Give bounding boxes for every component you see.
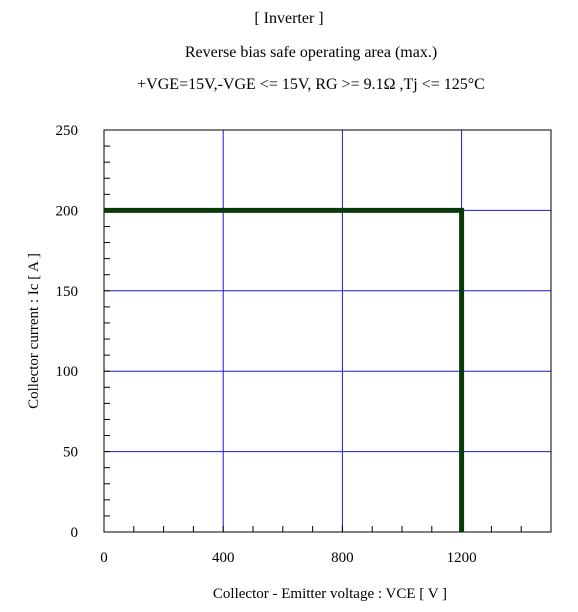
x-tick-label: 1200 (447, 550, 477, 566)
x-tick-label: 0 (100, 550, 108, 566)
chart-title-block: [ Inverter ] Reverse bias safe operating… (0, 0, 578, 110)
y-tick-label: 200 (56, 203, 79, 219)
y-tick-label: 0 (71, 525, 79, 541)
x-tick-labels: 0 400 800 1200 (100, 550, 476, 566)
x-tick-label: 400 (212, 550, 235, 566)
chart-subtitle: Reverse bias safe operating area (max.) (184, 44, 438, 61)
grid-lines (104, 130, 551, 532)
series-line (104, 207, 465, 532)
y-tick-labels: 0 50 100 150 200 250 (56, 123, 79, 541)
y-tick-label: 150 (56, 284, 79, 300)
y-axis-label: Collector current : Ic [ A ] (26, 253, 42, 409)
plot-frame (103, 129, 552, 533)
x-axis-label: Collector - Emitter voltage : VCE [ V ] (213, 586, 447, 602)
chart-title: [ Inverter ] (254, 10, 324, 27)
chart-conditions: +VGE=15V,-VGE <= 15V, RG >= 9.1Ω ,Tj <= … (137, 76, 485, 93)
y-tick-label: 50 (63, 445, 78, 461)
minor-ticks (104, 145, 522, 532)
y-tick-label: 100 (56, 364, 79, 380)
y-tick-label: 250 (56, 123, 79, 139)
series-layer (104, 207, 465, 532)
x-tick-label: 800 (331, 550, 354, 566)
